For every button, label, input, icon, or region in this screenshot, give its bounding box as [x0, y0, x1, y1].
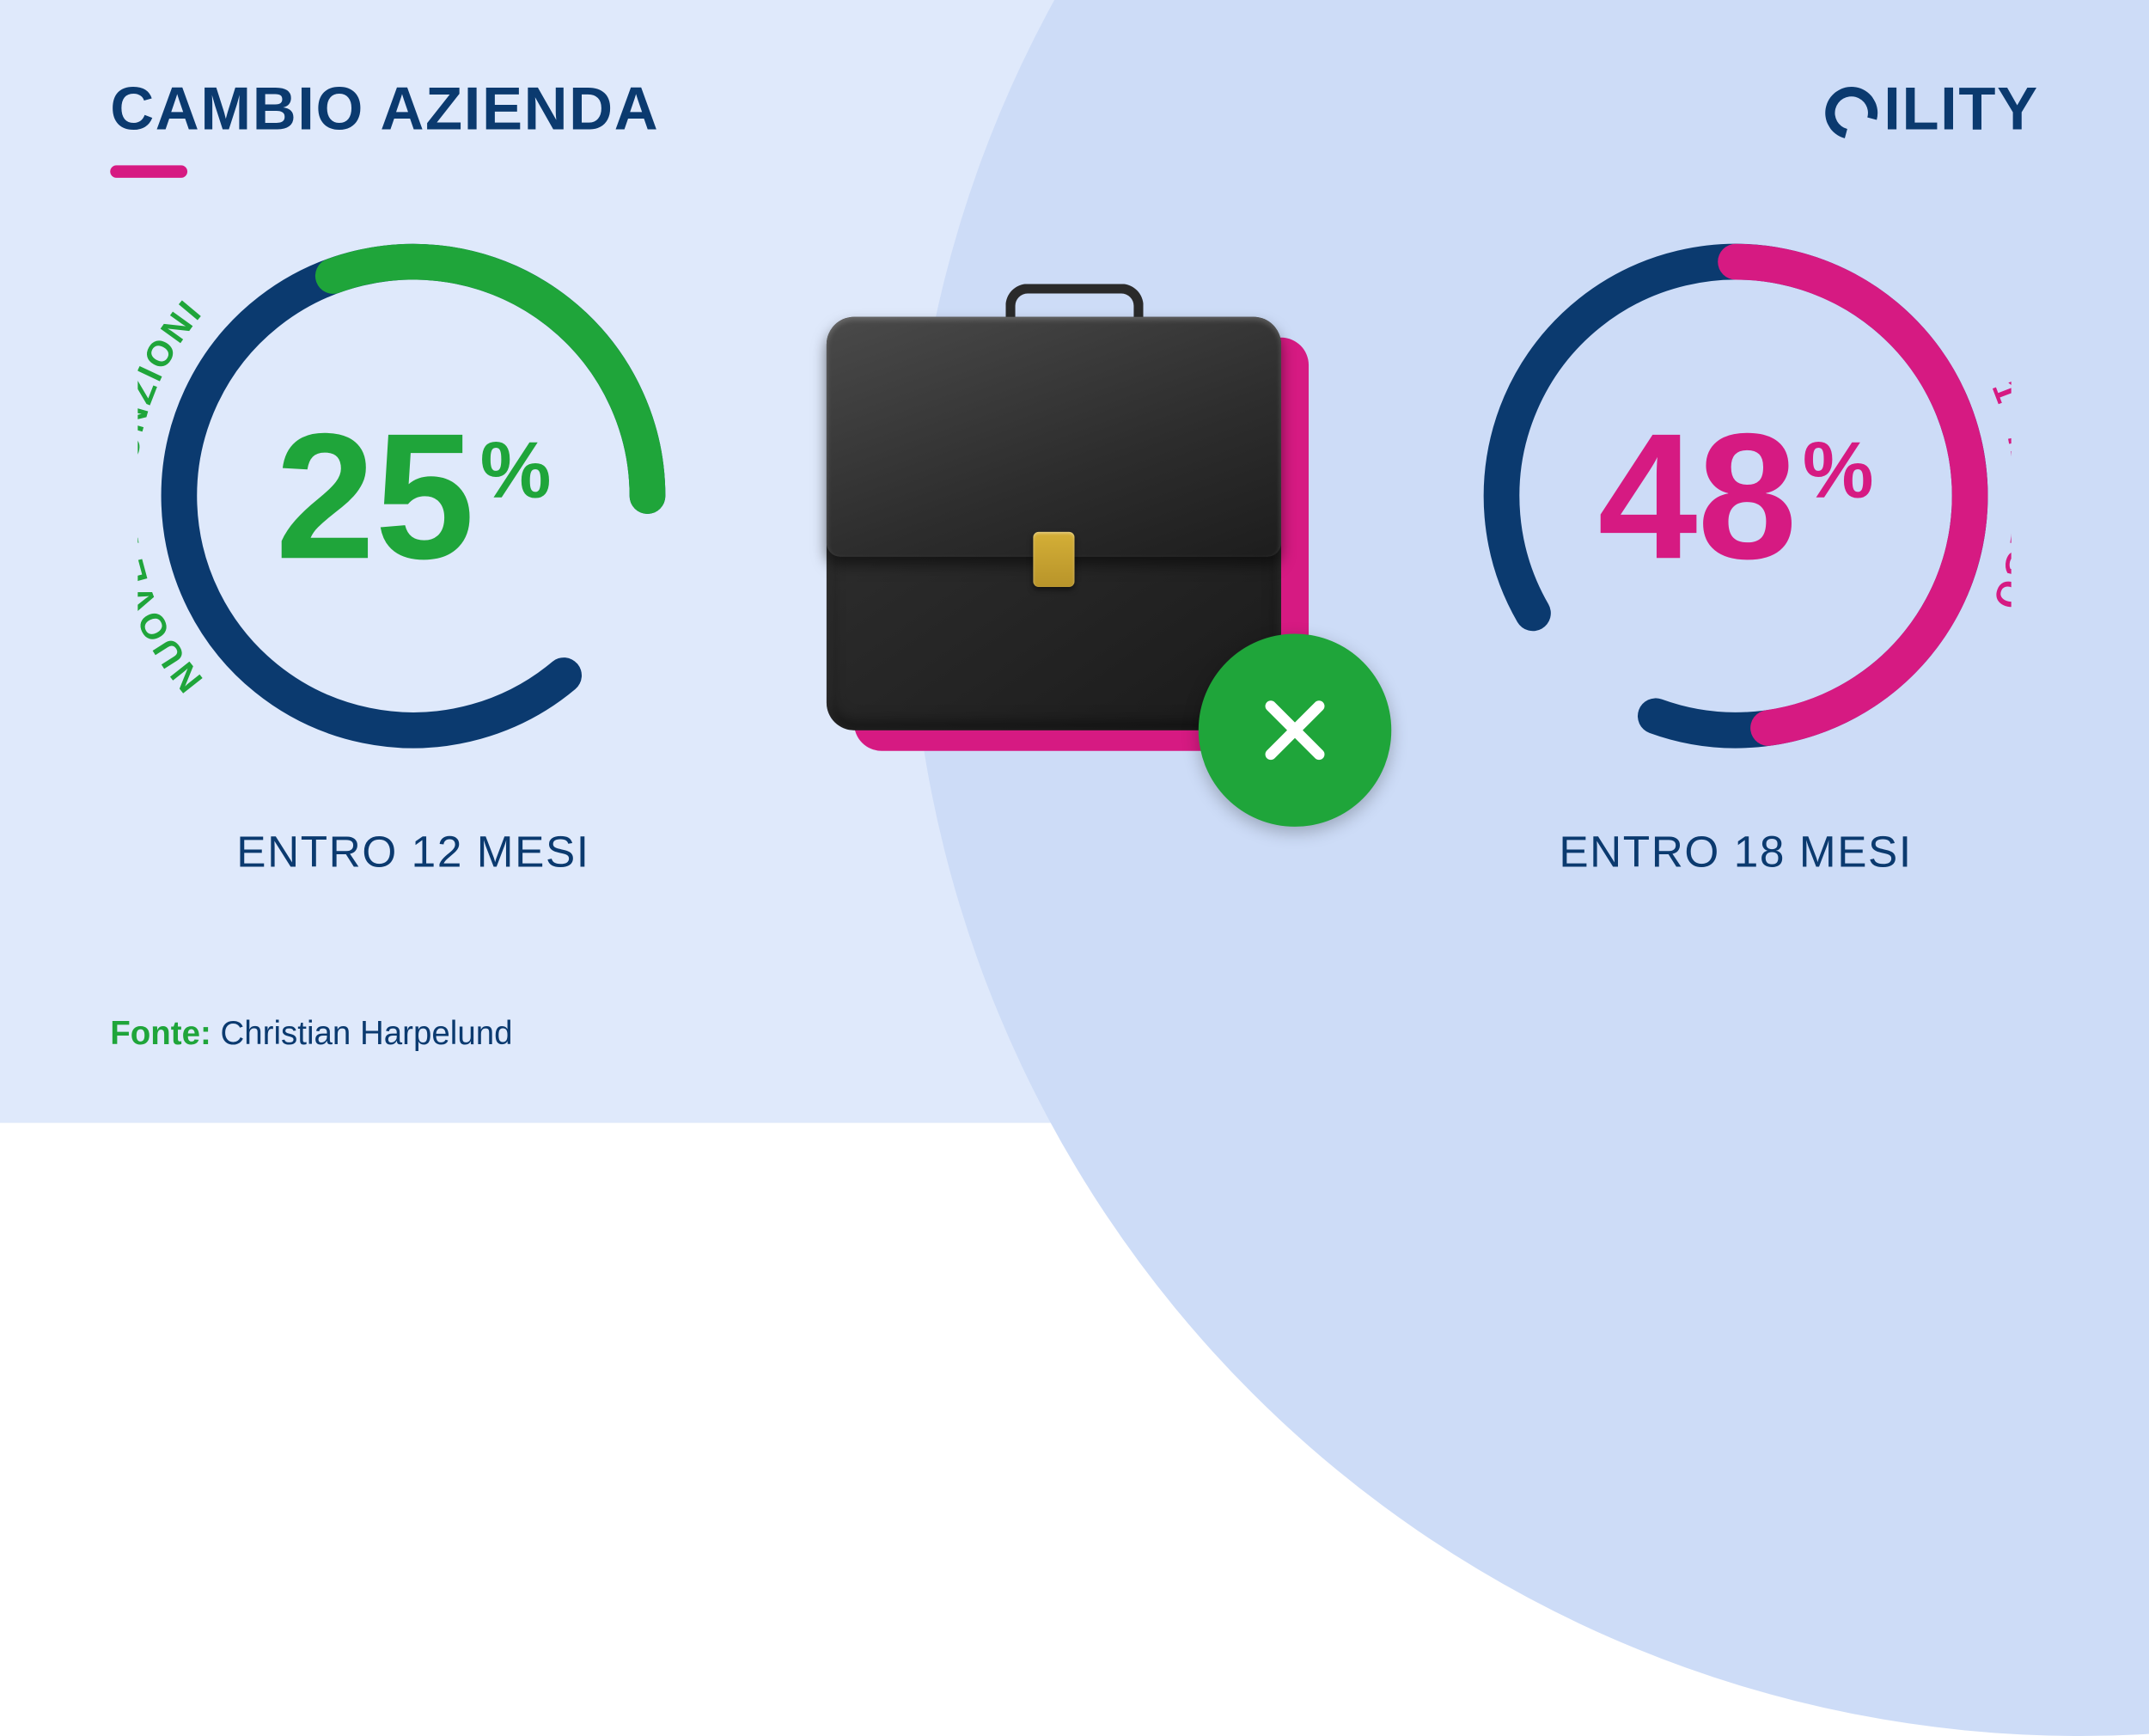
donut-percent-right: %	[1803, 431, 1874, 511]
donut-value-left: 25	[275, 406, 474, 585]
briefcase-clasp	[1033, 532, 1074, 587]
donut-center-right: 48 %	[1460, 221, 2011, 772]
logo-ring-icon	[1816, 77, 1888, 149]
donut-percent-left: %	[480, 431, 552, 511]
brand-logo: ILITY	[1826, 76, 2039, 144]
donut-value-right: 48	[1598, 406, 1798, 585]
page-title: CAMBIO AZIENDA	[110, 76, 659, 144]
logo-text: ILITY	[1883, 76, 2038, 144]
source-label: Fonte:	[110, 1016, 211, 1053]
briefcase-illustration	[813, 276, 1336, 799]
infographic-canvas: CAMBIO AZIENDA ILITY NUOVE ASSUNZIONI 25…	[0, 0, 2149, 1123]
donut-caption-left: ENTRO 12 MESI	[137, 827, 688, 877]
title-underline	[110, 165, 187, 177]
donut-chart-left: NUOVE ASSUNZIONI 25 %	[137, 221, 688, 772]
briefcase-body	[827, 317, 1281, 730]
donut-caption-right: ENTRO 18 MESI	[1460, 827, 2011, 877]
source-line: Fonte: Christian Harpelund	[110, 1016, 512, 1054]
donut-center-left: 25 %	[137, 221, 688, 772]
x-badge	[1199, 633, 1391, 826]
briefcase-flap	[827, 317, 1281, 557]
donut-chart-right: 1° IMPIEGO 48 %	[1460, 221, 2011, 772]
x-icon	[1254, 689, 1336, 772]
source-text: Christian Harpelund	[220, 1016, 512, 1053]
